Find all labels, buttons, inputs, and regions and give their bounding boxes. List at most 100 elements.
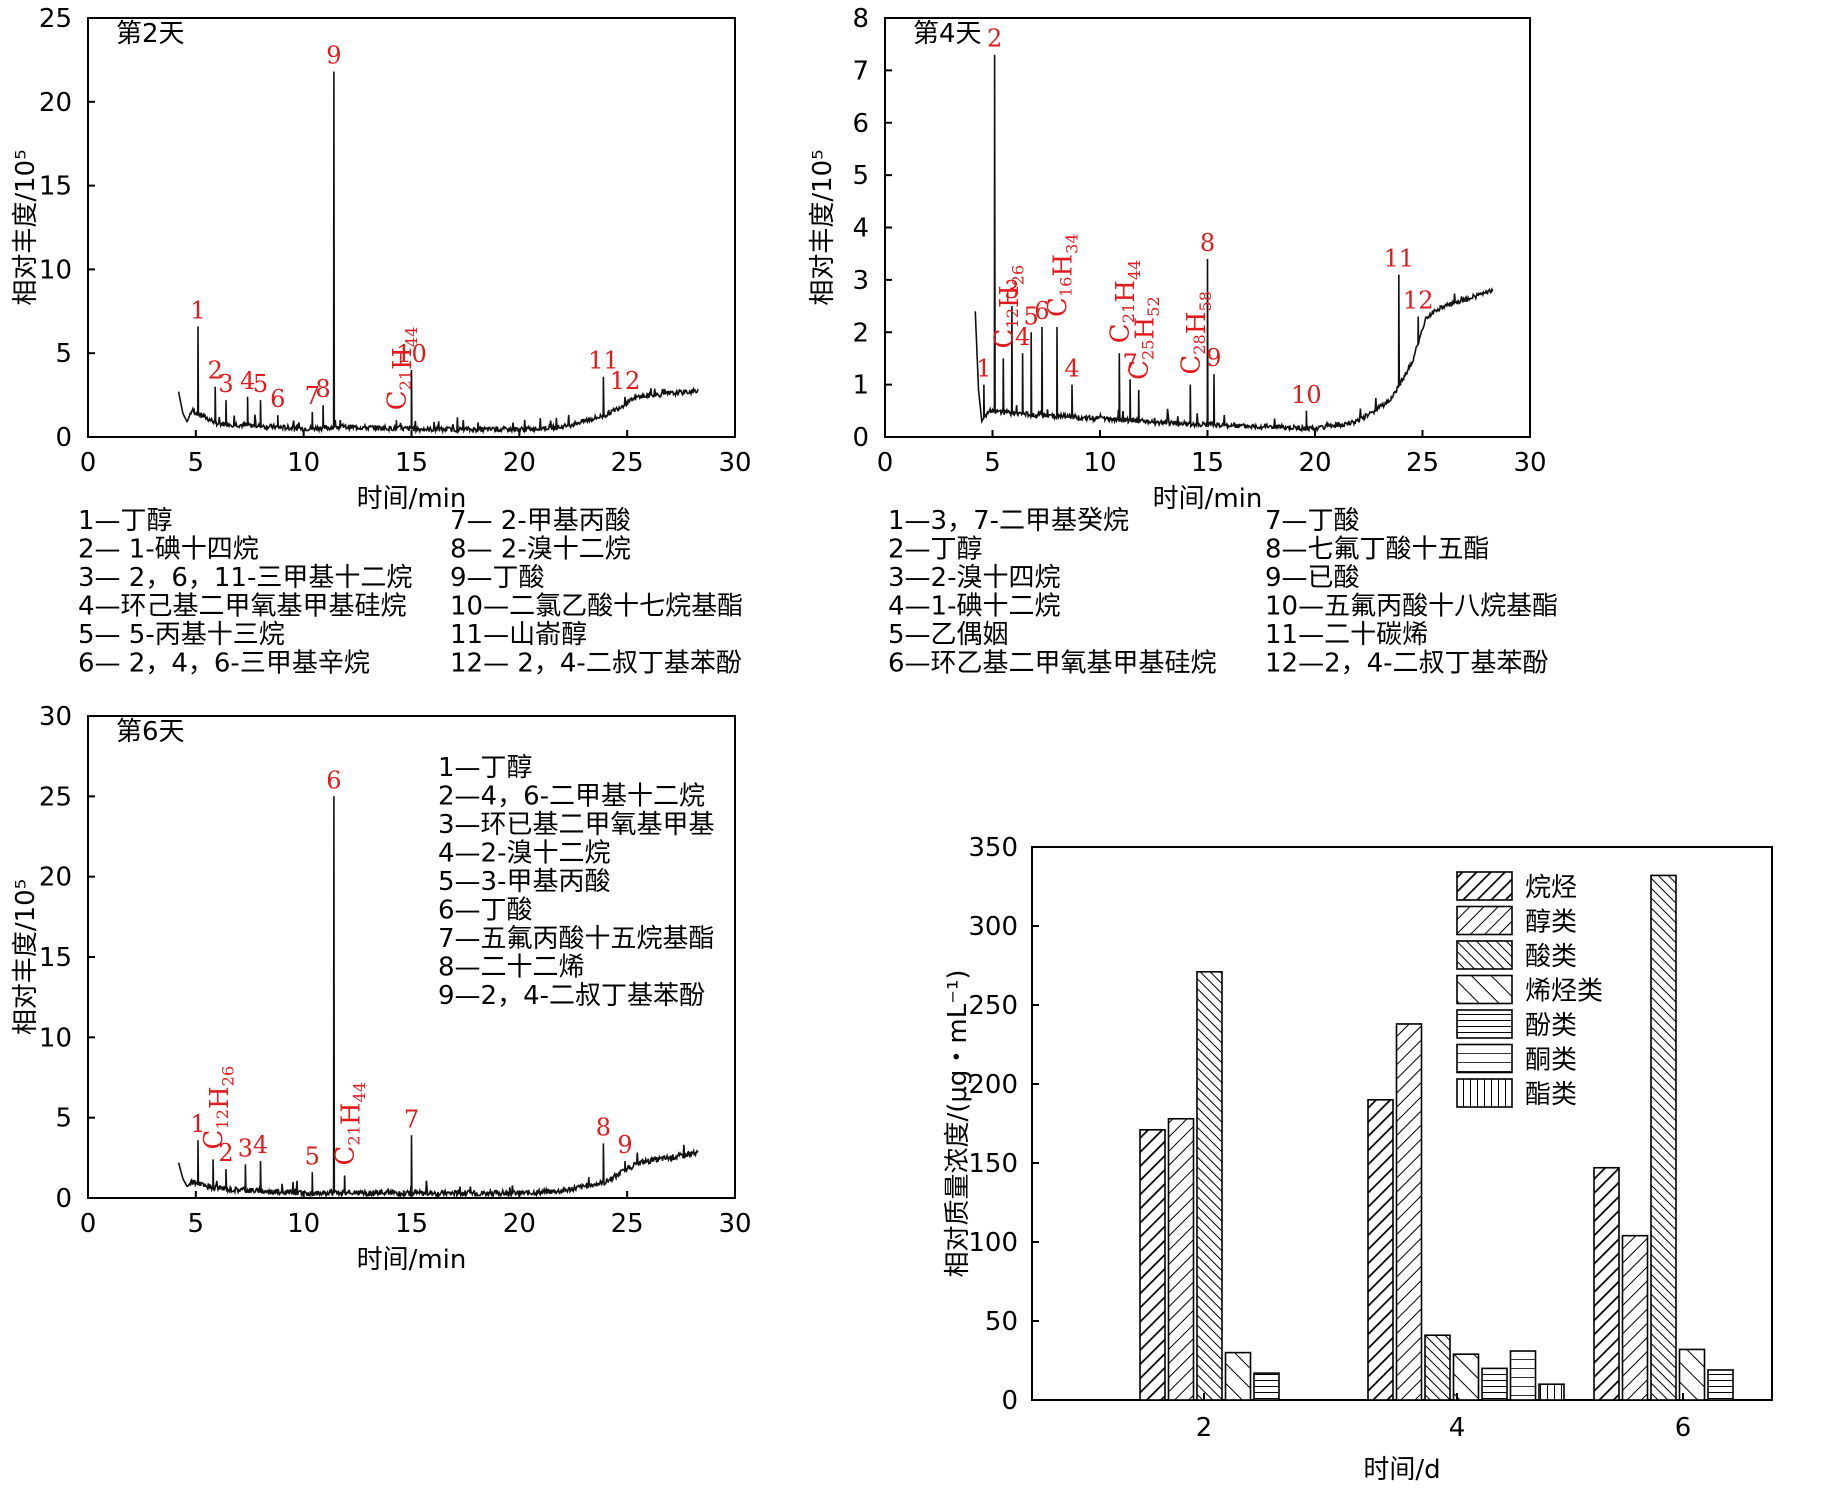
legend-swatch	[1456, 974, 1513, 1005]
y-tick-label: 30	[39, 702, 72, 732]
legend-swatch	[1456, 940, 1513, 970]
peak-label: 10	[1291, 381, 1322, 409]
bar	[1593, 1166, 1620, 1401]
legend-swatch	[1456, 871, 1513, 901]
x-tick-label: 5	[188, 1209, 205, 1239]
bar	[1139, 1129, 1166, 1401]
x-tick-label: 30	[718, 448, 751, 478]
bar	[1650, 874, 1677, 1401]
y-tick-label: 5	[55, 339, 72, 369]
peak-label: 9	[326, 42, 341, 70]
y-tick-label: 20	[39, 88, 72, 118]
peak-label: 2	[987, 25, 1002, 53]
y-tick-label: 200	[968, 1070, 1018, 1100]
y-tick-label: 25	[39, 4, 72, 34]
x-tick-label: 15	[1191, 448, 1224, 478]
x-tick-label: 4	[1449, 1413, 1466, 1443]
x-tick-label: 25	[611, 1209, 644, 1239]
peak-label: 5	[253, 370, 268, 398]
peak-label: 2	[218, 1139, 233, 1167]
y-axis-label: 相对丰度/10⁵	[11, 149, 41, 305]
peak-label: 6	[1034, 297, 1049, 325]
peak-label: 7	[404, 1105, 419, 1133]
peak-label: 11	[588, 347, 619, 375]
x-tick-label: 25	[611, 448, 644, 478]
panel-label: 第2天	[116, 19, 185, 49]
peak-label: 2	[208, 357, 223, 385]
bar	[1424, 1334, 1451, 1401]
compound-legend-item: 10—五氟丙酸十八烷基酯	[1265, 592, 1558, 622]
peak-label: 5	[305, 1142, 320, 1170]
compound-legend-item: 3—2-溴十四烷	[888, 563, 1060, 593]
legend-swatch	[1456, 905, 1513, 936]
peak-label: 5	[1024, 302, 1039, 330]
peak-label: C12H26	[989, 265, 1027, 349]
compound-legend-item: 2—4，6-二甲基十二烷	[438, 782, 705, 812]
legend-label: 烷烃	[1525, 873, 1577, 903]
x-tick-label: 5	[188, 448, 205, 478]
x-tick-label: 20	[503, 1209, 536, 1239]
compound-legend-item: 5— 5-丙基十三烷	[78, 620, 285, 650]
legend-label: 酮类	[1525, 1046, 1577, 1076]
peak-label: 1	[190, 296, 205, 324]
x-axis-label: 时间/d	[1363, 1455, 1440, 1485]
compound-legend-item: 11—山嵛醇	[450, 620, 587, 650]
compound-legend-item: 4—1-碘十二烷	[888, 592, 1060, 622]
bar-chart-panel: 0 50 100 150 200 250 300 350 2 4 6 时间/d 相对质量浓度/(μg・m…	[943, 833, 1773, 1485]
bar	[1167, 1117, 1195, 1401]
bar	[1481, 1367, 1508, 1401]
compound-legend-item: 12— 2，4-二叔丁基苯酚	[450, 649, 742, 679]
compound-legend-item: 6—丁酸	[438, 896, 533, 926]
bar	[1224, 1351, 1252, 1401]
x-tick-label: 25	[1406, 448, 1439, 478]
compound-legend-item: 12—2，4-二叔丁基苯酚	[1265, 649, 1549, 679]
y-tick-label: 0	[55, 1184, 72, 1214]
y-tick-label: 250	[968, 991, 1018, 1021]
compound-legend-item: 9—丁酸	[450, 563, 545, 593]
y-tick-label: 15	[39, 172, 72, 202]
y-tick-label: 7	[852, 56, 869, 86]
x-axis-label: 时间/min	[357, 484, 467, 514]
x-axis-label: 时间/min	[1153, 484, 1263, 514]
compound-legend-item: 5—3-甲基丙酸	[438, 867, 610, 897]
peak-label: 8	[315, 375, 330, 403]
y-tick-label: 1	[852, 371, 869, 401]
panel-label: 第4天	[913, 19, 982, 49]
y-axis-label: 相对丰度/10⁵	[11, 879, 41, 1035]
x-tick-label: 15	[395, 448, 428, 478]
peak-label: 12	[1403, 287, 1434, 315]
compound-legend-item: 4—环己基二甲氧基甲基硅烷	[78, 592, 407, 622]
bar	[1621, 1234, 1649, 1401]
compound-legend-item: 3— 2，6，11-三甲基十二烷	[78, 563, 412, 593]
bar	[1395, 1023, 1423, 1401]
bar	[1196, 971, 1223, 1401]
compound-legend-item: 7—丁酸	[1265, 506, 1360, 536]
legend-label: 酚类	[1525, 1011, 1577, 1041]
peak-label: C25H52	[1125, 296, 1163, 380]
peak-label: 10	[396, 340, 427, 368]
bar	[1253, 1372, 1280, 1401]
chromatogram-panel-2: 0 5 10 15 20 25 30012345678时间/min相对丰度/10⁵第4天12…	[808, 4, 1558, 679]
x-tick-label: 10	[1083, 448, 1116, 478]
chromatogram-panel-3: 0 5 10 15 20 25 30051015202530时间/min相对丰度/10⁵第6…	[11, 702, 752, 1275]
x-tick-label: 10	[287, 1209, 320, 1239]
bar	[1707, 1369, 1734, 1401]
y-axis-label: 相对丰度/10⁵	[808, 149, 838, 305]
peak-label: 9	[1206, 344, 1221, 372]
bar	[1452, 1353, 1480, 1401]
y-tick-label: 300	[968, 912, 1018, 942]
bar	[1509, 1350, 1537, 1401]
peak-label: 3	[238, 1134, 253, 1162]
x-tick-label: 0	[80, 1209, 97, 1239]
compound-legend-item: 10—二氯乙酸十七烷基酯	[450, 592, 743, 622]
compound-legend-item: 2—丁醇	[888, 535, 983, 565]
compound-legend-item: 5—乙偶姻	[888, 620, 1009, 650]
y-tick-label: 50	[985, 1307, 1018, 1337]
y-tick-label: 6	[852, 109, 869, 139]
y-axis-label: 相对质量浓度/(μg・mL⁻¹)	[943, 969, 973, 1277]
x-tick-label: 20	[503, 448, 536, 478]
x-tick-label: 2	[1196, 1413, 1213, 1443]
peak-label: C28H58	[1176, 291, 1214, 375]
legend-label: 醇类	[1525, 908, 1577, 938]
bar	[1367, 1099, 1394, 1401]
